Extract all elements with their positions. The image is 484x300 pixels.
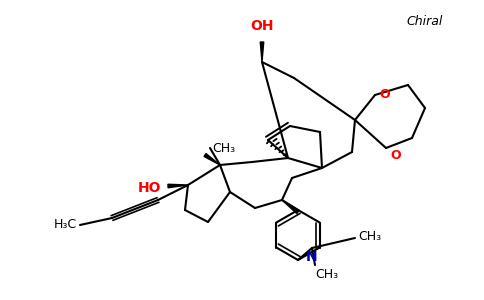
Text: Chiral: Chiral bbox=[407, 15, 443, 28]
Polygon shape bbox=[204, 154, 220, 165]
Polygon shape bbox=[260, 42, 264, 62]
Text: O: O bbox=[379, 88, 390, 101]
Text: CH₃: CH₃ bbox=[212, 142, 235, 154]
Text: H₃C: H₃C bbox=[54, 218, 77, 232]
Polygon shape bbox=[168, 184, 188, 188]
Text: CH₃: CH₃ bbox=[358, 230, 381, 244]
Text: OH: OH bbox=[250, 19, 274, 33]
Text: N: N bbox=[306, 250, 318, 264]
Text: HO: HO bbox=[137, 181, 161, 195]
Text: CH₃: CH₃ bbox=[315, 268, 338, 281]
Polygon shape bbox=[282, 200, 299, 214]
Text: O: O bbox=[390, 149, 401, 162]
